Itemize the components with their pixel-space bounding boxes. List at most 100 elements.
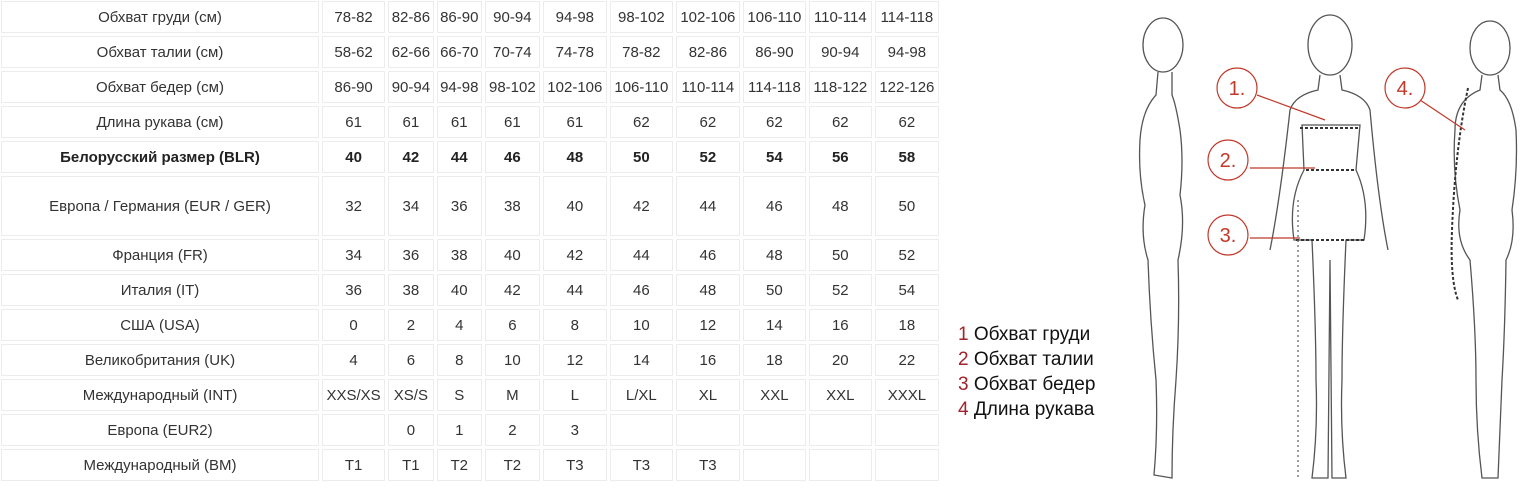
table-row: Обхват бедер (см) 86-90 90-94 94-98 98-102 10… <box>1 71 939 103</box>
table-row: Великобритания (UK) 4 6 8 10 12 14 16 18 20 22 <box>1 344 939 376</box>
table-cell: 6 <box>484 309 540 341</box>
table-cell <box>808 449 872 481</box>
table-cell: 34 <box>322 239 386 271</box>
table-row: Обхват груди (см) 78-82 82-86 86-90 90-94 94-… <box>1 1 939 33</box>
table-cell: 50 <box>609 141 673 173</box>
table-cell: 61 <box>388 106 434 138</box>
table-cell: XXL <box>742 379 806 411</box>
table-row: Европа / Германия (EUR / GER) 32 34 36 38 40 4… <box>1 176 939 236</box>
table-cell: 114-118 <box>742 71 806 103</box>
table-cell: 94-98 <box>542 1 607 33</box>
table-cell: T3 <box>542 449 607 481</box>
table-cell: XS/S <box>388 379 434 411</box>
table-cell: 54 <box>742 141 806 173</box>
table-cell: 61 <box>322 106 386 138</box>
table-cell: 0 <box>388 414 434 446</box>
table-cell: 18 <box>874 309 939 341</box>
table-row: Италия (IT) 36 38 40 42 44 46 48 50 52 54 <box>1 274 939 306</box>
measurement-legend: 1 Обхват груди 2 Обхват талии 3 Обхват б… <box>958 322 1095 422</box>
table-cell: 46 <box>484 141 540 173</box>
table-cell: 34 <box>388 176 434 236</box>
table-cell: 58-62 <box>322 36 386 68</box>
table-cell: 110-114 <box>675 71 740 103</box>
table-cell: XXXL <box>874 379 939 411</box>
table-cell: T2 <box>436 449 482 481</box>
table-cell: 38 <box>388 274 434 306</box>
table-cell: 106-110 <box>609 71 673 103</box>
table-cell: 14 <box>742 309 806 341</box>
table-cell: 106-110 <box>742 1 806 33</box>
table-cell: 20 <box>808 344 872 376</box>
table-row: Белорусский размер (BLR) 40 42 44 46 48 50 52 54… <box>1 141 939 173</box>
row-label: Международный (INT) <box>1 379 319 411</box>
table-cell: S <box>436 379 482 411</box>
table-cell: 62 <box>808 106 872 138</box>
table-cell: 52 <box>874 239 939 271</box>
table-cell: L/XL <box>609 379 673 411</box>
table-cell <box>874 414 939 446</box>
table-cell: 102-106 <box>542 71 607 103</box>
table-cell: T1 <box>322 449 386 481</box>
table-cell: 90-94 <box>484 1 540 33</box>
table-cell: L <box>542 379 607 411</box>
legend-item: 1 Обхват груди <box>958 324 1091 345</box>
table-cell: 62 <box>874 106 939 138</box>
table-cell: 8 <box>436 344 482 376</box>
table-cell: 90-94 <box>808 36 872 68</box>
row-label: Белорусский размер (BLR) <box>1 141 319 173</box>
table-cell: 12 <box>542 344 607 376</box>
table-cell: 62 <box>675 106 740 138</box>
table-cell: 56 <box>808 141 872 173</box>
table-cell <box>742 449 806 481</box>
table-cell: 10 <box>609 309 673 341</box>
table-cell: 12 <box>675 309 740 341</box>
table-cell: XXS/XS <box>322 379 386 411</box>
table-cell: 54 <box>874 274 939 306</box>
legend-item: 2 Обхват талии <box>958 349 1094 370</box>
table-cell: 10 <box>484 344 540 376</box>
table-cell: 86-90 <box>322 71 386 103</box>
row-label: Великобритания (UK) <box>1 344 319 376</box>
table-cell: 52 <box>808 274 872 306</box>
table-cell: 40 <box>542 176 607 236</box>
row-label: США (USA) <box>1 309 319 341</box>
table-cell: M <box>484 379 540 411</box>
table-cell: 8 <box>542 309 607 341</box>
table-row: Франция (FR) 34 36 38 40 42 44 46 48 50 52 <box>1 239 939 271</box>
marker-1: 1. <box>1229 78 1246 100</box>
table-cell: 40 <box>322 141 386 173</box>
table-cell <box>322 414 386 446</box>
table-row: Обхват талии (см) 58-62 62-66 66-70 70-74 74-… <box>1 36 939 68</box>
table-cell: 42 <box>542 239 607 271</box>
back-figure <box>1450 20 1518 479</box>
table-cell: 52 <box>675 141 740 173</box>
table-row: Международный (BM) T1 T1 T2 T2 T3 T3 T3 <box>1 449 939 481</box>
table-cell: 82-86 <box>675 36 740 68</box>
table-cell: 4 <box>322 344 386 376</box>
row-label: Европа (EUR2) <box>1 414 319 446</box>
table-cell: 48 <box>542 141 607 173</box>
table-cell: 86-90 <box>742 36 806 68</box>
table-cell: 44 <box>436 141 482 173</box>
table-cell <box>742 414 806 446</box>
row-label: Международный (BM) <box>1 449 319 481</box>
table-cell: 6 <box>388 344 434 376</box>
table-cell: 110-114 <box>808 1 872 33</box>
table-cell: 16 <box>675 344 740 376</box>
table-cell <box>874 449 939 481</box>
table-cell: 114-118 <box>874 1 939 33</box>
table-cell: 50 <box>874 176 939 236</box>
table-cell: 66-70 <box>436 36 482 68</box>
table-cell: XXL <box>808 379 872 411</box>
table-row: Длина рукава (см) 61 61 61 61 61 62 62 62 62 62 <box>1 106 939 138</box>
table-cell: 42 <box>484 274 540 306</box>
table-cell: 48 <box>808 176 872 236</box>
marker-4: 4. <box>1397 78 1414 100</box>
table-row: Международный (INT) XXS/XS XS/S S M L L/XL XL XX… <box>1 379 939 411</box>
table-cell: 44 <box>609 239 673 271</box>
legend-item: 4 Длина рукава <box>958 399 1095 420</box>
table-cell: 62 <box>742 106 806 138</box>
table-cell: 46 <box>609 274 673 306</box>
row-label: Обхват талии (см) <box>1 36 319 68</box>
table-cell: 2 <box>388 309 434 341</box>
